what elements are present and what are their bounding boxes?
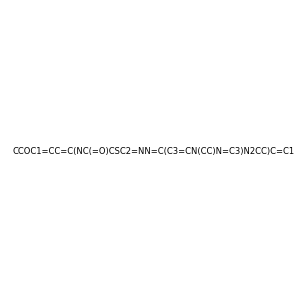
- Text: CCOC1=CC=C(NC(=O)CSC2=NN=C(C3=CN(CC)N=C3)N2CC)C=C1: CCOC1=CC=C(NC(=O)CSC2=NN=C(C3=CN(CC)N=C3…: [13, 147, 295, 156]
